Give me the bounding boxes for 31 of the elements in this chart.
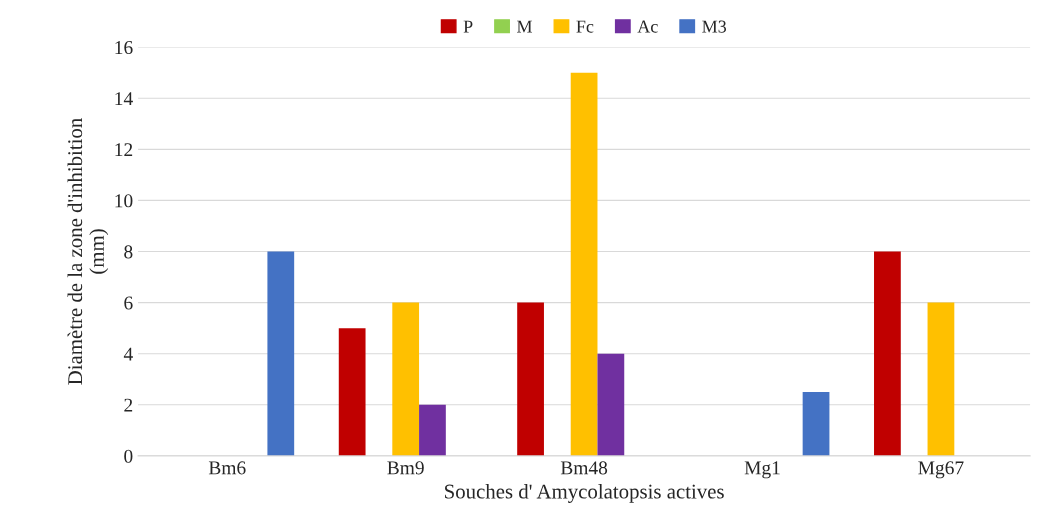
y-axis-title: Diamètre de la zone d'inhibition (mm) bbox=[67, 118, 109, 385]
bar bbox=[597, 353, 625, 456]
x-tick-label: Bm9 bbox=[387, 461, 424, 475]
y-tick-label: 2 bbox=[124, 398, 133, 412]
y-tick-label: 8 bbox=[124, 245, 133, 259]
x-tick-label: Bm48 bbox=[560, 461, 608, 475]
bar bbox=[517, 302, 544, 456]
y-tick-label: 6 bbox=[124, 296, 133, 310]
bar bbox=[392, 302, 420, 456]
bar bbox=[570, 72, 598, 456]
legend-label: Fc bbox=[576, 20, 594, 33]
legend-label: P bbox=[463, 20, 473, 33]
bar bbox=[874, 251, 901, 456]
y-tick-label: 0 bbox=[124, 449, 133, 463]
y-tick-label: 10 bbox=[115, 194, 133, 208]
bar bbox=[419, 404, 446, 456]
y-tick-label: 12 bbox=[115, 143, 133, 157]
x-tick-label: Mg67 bbox=[918, 461, 964, 479]
y-tick-label: 4 bbox=[123, 347, 133, 361]
x-tick-label: Mg1 bbox=[744, 461, 780, 479]
y-tick-label: 14 bbox=[115, 92, 133, 105]
y-tick-label: 16 bbox=[115, 41, 133, 55]
legend-label: Ac bbox=[637, 20, 658, 33]
legend-label: M bbox=[517, 20, 533, 33]
bar bbox=[267, 251, 295, 456]
bar bbox=[802, 392, 830, 456]
bar bbox=[338, 328, 366, 456]
x-axis-title: Souches d' Amycolatopsis actives bbox=[445, 483, 724, 503]
legend-label: M3 bbox=[702, 20, 727, 33]
bar bbox=[927, 302, 955, 456]
x-tick-label: Bm6 bbox=[208, 461, 246, 475]
